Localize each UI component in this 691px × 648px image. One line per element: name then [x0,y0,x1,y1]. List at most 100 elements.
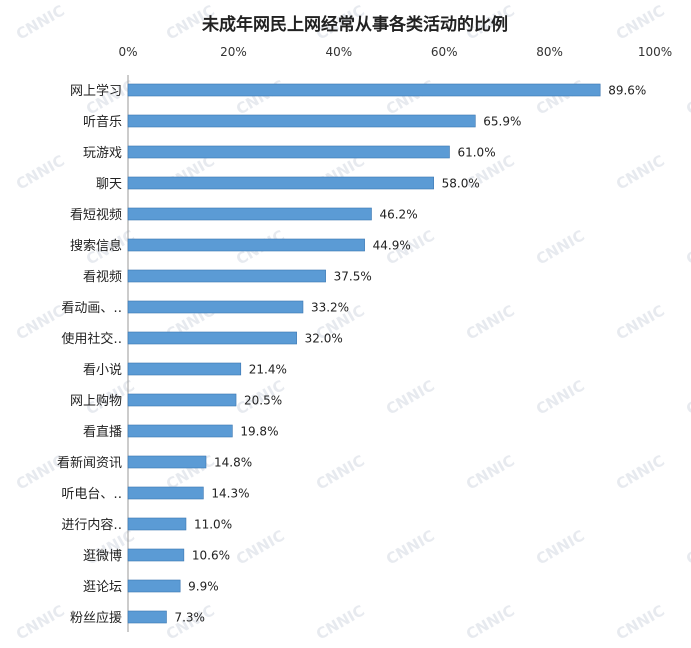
bar-row: 聊天 58.0% [96,177,480,193]
value-label: 44.9% [373,239,411,253]
watermark-text: CNNIC [313,452,368,494]
bar [127,455,207,469]
category-label: 逛论坛 [83,580,122,595]
watermark-text: CNNIC [383,77,438,119]
watermark-text: CNNIC [463,452,518,494]
bar [127,145,450,159]
bar [127,486,204,500]
category-label: 看小说 [83,362,122,378]
bar-row: 玩游戏 61.0% [83,146,496,162]
watermark-text: CNNIC [463,602,518,644]
value-label: 7.3% [174,611,205,625]
watermark-text: CNNIC [613,302,668,344]
category-label: 粉丝应援 [70,610,122,626]
bar-row: 逛论坛 9.9% [83,580,219,596]
watermark-text: CNNIC [613,152,668,194]
watermark-text: CNNIC [683,377,691,419]
watermark-text: CNNIC [383,377,438,419]
x-tick-label: 0% [118,45,137,59]
bar [127,517,187,531]
bar-row: 搜索信息 44.9% [70,238,411,254]
watermark-text: CNNIC [533,227,588,269]
bar-row: 看小说 21.4% [83,362,287,378]
bar-row: 进行内容‥ 11.0% [61,517,232,533]
category-label: 听音乐 [83,114,122,130]
category-label: 网上学习 [70,83,122,99]
watermark-text: CNNIC [613,602,668,644]
category-label: 搜索信息 [70,238,122,254]
bar-row: 看直播 19.8% [83,424,278,440]
value-label: 58.0% [442,177,480,191]
watermark-text: CNNIC [533,77,588,119]
bar-row: 粉丝应援 7.3% [70,610,205,626]
watermark-text: CNNIC [683,527,691,569]
x-tick-label: 80% [536,45,563,59]
bar-row: 看短视频 46.2% [70,207,418,223]
bar [127,269,326,283]
bar [127,300,304,314]
bar-row: 网上学习 89.6% [70,83,646,99]
bar [127,331,297,345]
bar-row: 看新闻资讯 14.8% [57,455,252,471]
watermark-text: CNNIC [13,152,68,194]
value-label: 14.8% [214,456,252,470]
category-label: 使用社交‥ [61,331,122,347]
bar [127,114,476,128]
category-label: 进行内容‥ [61,517,122,533]
chart-title: 未成年网民上网经常从事各类活动的比例 [201,14,508,35]
bar-row: 看视频 37.5% [83,269,372,285]
category-label: 玩游戏 [83,146,122,161]
watermark-text: CNNIC [233,527,288,569]
value-label: 14.3% [211,487,249,501]
value-label: 11.0% [194,518,232,532]
value-label: 89.6% [608,84,646,98]
value-label: 21.4% [249,363,287,377]
x-tick-label: 40% [325,45,352,59]
value-label: 9.9% [188,580,219,594]
bar-row: 使用社交‥ 32.0% [61,331,342,347]
bar-row: 网上购物 20.5% [70,393,282,409]
category-label: 网上购物 [70,393,122,409]
bar-row: 逛微博 10.6% [83,549,230,565]
value-label: 10.6% [192,549,230,563]
value-label: 65.9% [483,115,521,129]
watermark-text: CNNIC [683,227,691,269]
bar [127,579,181,593]
x-tick-label: 60% [431,45,458,59]
watermark-text: CNNIC [683,77,691,119]
x-axis-ticks: 0% 20% 40% 60% 80% 100% [118,45,672,59]
category-label: 逛微博 [83,549,122,564]
x-tick-label: 100% [638,45,672,59]
watermark-text: CNNIC [13,602,68,644]
value-label: 46.2% [379,208,417,222]
category-label: 看新闻资讯 [57,455,122,471]
bar [127,238,365,252]
x-tick-label: 20% [220,45,247,59]
watermark-text: CNNIC [13,2,68,44]
value-label: 19.8% [240,425,278,439]
bar [127,176,434,190]
watermark-text: CNNIC [463,302,518,344]
bars: 网上学习 89.6% 听音乐 65.9% 玩游戏 61.0% 聊天 58.0% 看短视频 46.2… [57,83,646,626]
bar [127,362,242,376]
category-label: 听电台、‥ [61,487,122,502]
watermark-text: CNNIC [533,527,588,569]
bar [127,393,237,407]
category-label: 看视频 [83,269,122,285]
watermark-text: CNNIC [233,77,288,119]
bar [127,548,185,562]
watermark-text: CNNIC [313,602,368,644]
category-label: 看动画、‥ [61,300,122,316]
bar [127,83,601,97]
watermark-text: CNNIC [383,527,438,569]
category-label: 看短视频 [70,207,122,223]
bar [127,207,372,221]
watermark-text: CNNIC [13,302,68,344]
bar [127,610,167,624]
bar-row: 看动画、‥ 33.2% [61,300,349,316]
value-label: 32.0% [305,332,343,346]
value-label: 20.5% [244,394,282,408]
bar-row: 听电台、‥ 14.3% [61,487,249,503]
category-label: 聊天 [96,177,122,192]
